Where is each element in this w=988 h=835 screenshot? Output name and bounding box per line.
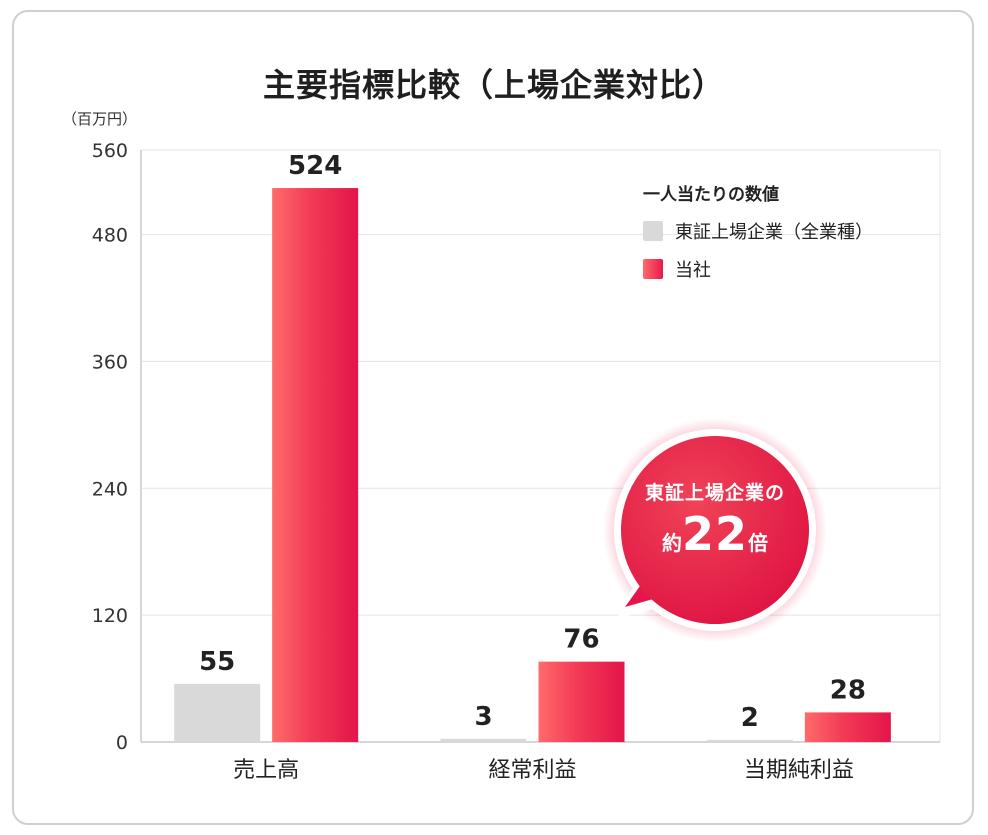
y-axis-unit: （百万円） [62, 110, 138, 128]
callout-value: 22 [681, 507, 748, 561]
data-label: 76 [563, 625, 599, 655]
legend-swatch-gray [643, 221, 663, 241]
callout-bubble [603, 418, 827, 642]
y-tick-label: 480 [92, 225, 128, 247]
callout-text: 東証上場企業の 約22倍 [610, 478, 820, 561]
callout-prefix: 約 [661, 531, 682, 555]
data-label: 55 [199, 647, 235, 677]
data-label: 3 [474, 702, 492, 732]
bar-company [538, 661, 625, 742]
legend-label: 当社 [675, 260, 711, 281]
x-category-label: 経常利益 [488, 758, 576, 783]
y-tick-label: 360 [92, 351, 128, 373]
bar-company [804, 712, 891, 742]
y-tick-label: 0 [116, 732, 128, 754]
bar-tse [706, 739, 793, 742]
data-label: 2 [741, 703, 759, 733]
chart-title: 主要指標比較（上場企業対比） [262, 66, 725, 104]
y-tick-label: 240 [92, 478, 128, 500]
legend-title: 一人当たりの数値 [643, 185, 779, 205]
bar-company [272, 188, 359, 743]
legend-swatch-red [643, 259, 663, 279]
callout-suffix: 倍 [748, 531, 768, 555]
legend-item-tse: 東証上場企業（全業種） [643, 219, 873, 243]
callout-line2: 約22倍 [610, 507, 820, 561]
y-tick-label: 120 [92, 605, 128, 627]
legend: 一人当たりの数値 東証上場企業（全業種） 当社 [643, 180, 873, 295]
bar-tse [174, 683, 261, 742]
x-category-label: 当期純利益 [744, 758, 854, 783]
x-category-label: 売上高 [233, 758, 299, 783]
y-tick-label: 560 [92, 140, 128, 162]
chart-card [12, 10, 974, 825]
legend-item-company: 当社 [643, 257, 873, 281]
legend-label: 東証上場企業（全業種） [675, 222, 873, 243]
callout-line1: 東証上場企業の [644, 482, 785, 504]
data-label: 28 [830, 675, 866, 705]
bar-tse [440, 738, 527, 742]
data-label: 524 [288, 151, 342, 181]
